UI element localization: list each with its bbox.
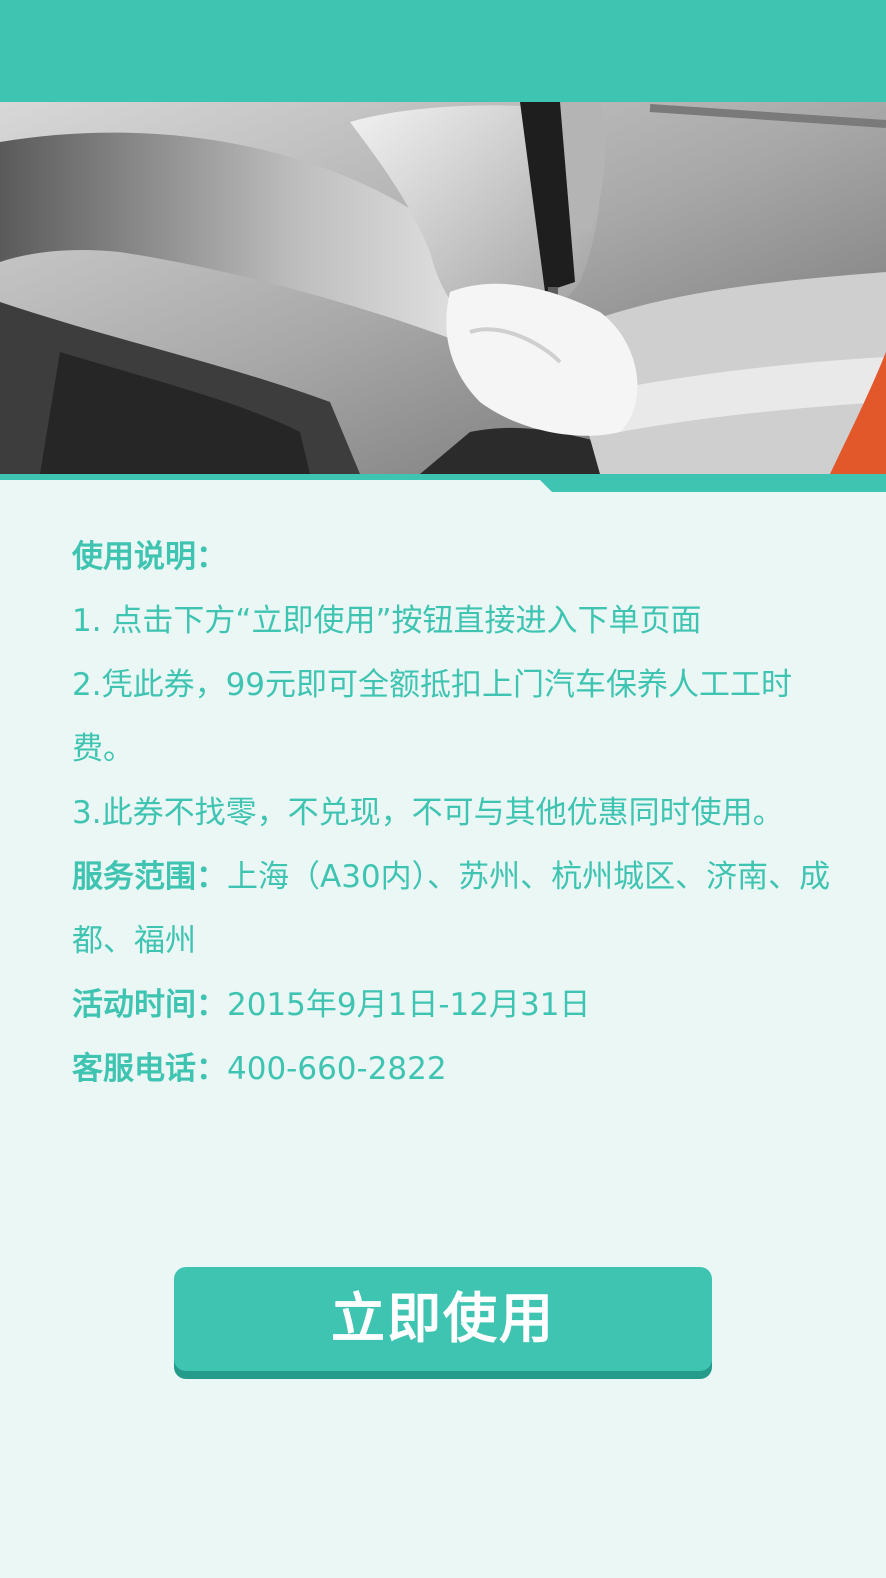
customer-service-phone[interactable]: 400-660-2822 <box>227 1051 447 1087</box>
hero-image <box>0 102 886 474</box>
mechanic-screwdriver-photo-icon <box>0 102 886 474</box>
coupon-info: 使用说明： 1. 点击下方“立即使用”按钮直接进入下单页面 2.凭此券，99元即… <box>72 525 832 1101</box>
instruction-item-1: 1. 点击下方“立即使用”按钮直接进入下单页面 <box>72 603 702 639</box>
service-area: 服务范围：上海（A30内）、苏州、杭州城区、济南、成都、福州 <box>72 845 832 973</box>
instruction-item-2: 2.凭此券，99元即可全额抵扣上门汽车保养人工工时费。 <box>72 667 793 767</box>
use-now-button[interactable]: 立即使用 <box>174 1267 712 1371</box>
top-bar <box>0 0 886 102</box>
use-now-button-wrap: 立即使用 <box>174 1267 712 1379</box>
customer-service: 客服电话：400-660-2822 <box>72 1037 832 1101</box>
service-area-value: 上海（A30内）、苏州、杭州城区、济南、成都、福州 <box>72 859 831 959</box>
activity-time-value: 2015年9月1日-12月31日 <box>227 987 591 1023</box>
activity-time-label: 活动时间： <box>72 987 227 1023</box>
hero-bottom-strip <box>0 474 886 492</box>
service-area-label: 服务范围： <box>72 859 227 895</box>
instruction-item-3: 3.此券不找零，不兑现，不可与其他优惠同时使用。 <box>72 795 784 831</box>
customer-service-label: 客服电话： <box>72 1051 227 1087</box>
activity-time: 活动时间：2015年9月1日-12月31日 <box>72 973 832 1037</box>
instructions-heading: 使用说明： <box>72 539 227 575</box>
